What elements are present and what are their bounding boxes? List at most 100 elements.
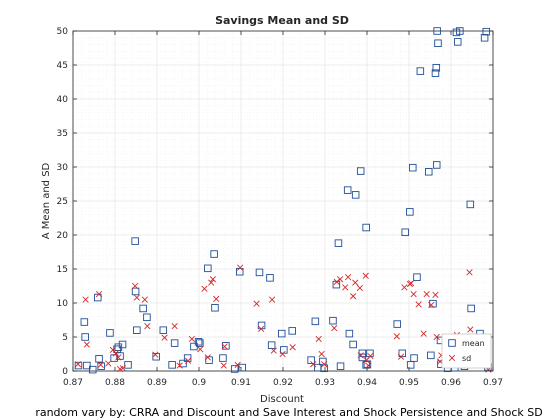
figure-caption: random vary by: CRRA and Discount and Sa… [35, 406, 542, 419]
mean-point [196, 339, 204, 347]
chart-title: Savings Mean and SD [215, 14, 349, 27]
y-tick-label: 20 [57, 231, 69, 241]
sd-point [333, 278, 340, 286]
legend-marker-mean [448, 339, 456, 347]
mean-point [424, 168, 433, 176]
mean-point [211, 304, 219, 312]
mean-point [255, 268, 264, 277]
mean-point [230, 365, 239, 373]
mean-point [179, 359, 187, 368]
sd-point [197, 346, 204, 353]
y-tick-label: 5 [62, 333, 68, 343]
mean-point [133, 326, 141, 334]
mean-point [320, 364, 328, 373]
legend-label-sd: sd [462, 354, 471, 363]
x-tick-label: 0.88 [105, 378, 125, 388]
sd-point [357, 352, 364, 359]
mean-point [124, 361, 132, 369]
mean-point [106, 329, 114, 337]
sd-point [407, 280, 415, 287]
mean-point [80, 318, 89, 326]
sd-point [115, 354, 122, 361]
sd-point [467, 326, 474, 333]
sd-point [234, 361, 241, 368]
mean-point [393, 320, 401, 328]
mean-point [343, 186, 352, 194]
sd-point [318, 350, 325, 358]
sd-point [83, 341, 90, 348]
sd-point [466, 269, 473, 276]
sd-point [397, 353, 405, 360]
x-tick-label: 0.87 [63, 378, 83, 388]
mean-point [351, 191, 360, 199]
sd-point [119, 365, 127, 372]
y-tick-label: 45 [57, 61, 68, 71]
sd-point [152, 351, 159, 358]
mean-point [410, 354, 418, 362]
x-tick-label: 0.97 [483, 378, 503, 388]
mean-point [336, 362, 345, 370]
sd-point [112, 350, 119, 357]
grid-layer [72, 30, 494, 372]
sd-point [337, 276, 344, 283]
sd-point [401, 284, 408, 291]
mean-point [131, 287, 140, 296]
mean-point [266, 274, 274, 282]
sd-point [279, 350, 286, 358]
y-tick-label: 0 [62, 367, 68, 377]
sd-point [342, 284, 349, 291]
mean-point [349, 340, 357, 349]
mean-point [314, 363, 322, 372]
sd-point [365, 362, 372, 369]
mean-point [427, 351, 435, 360]
sd-point [144, 323, 151, 330]
mean-point [204, 264, 212, 273]
x-tick-label: 0.91 [231, 378, 251, 388]
mean-point [222, 342, 230, 350]
sd-point [393, 333, 400, 340]
mean-point [467, 304, 475, 313]
sd-point [201, 285, 208, 292]
mean-point [432, 161, 441, 169]
y-axis-label: A Mean and SD [41, 162, 52, 239]
mean-point [277, 329, 286, 338]
x-tick-label: 0.92 [273, 378, 293, 388]
mean-point [159, 326, 168, 334]
x-tick-label: 0.95 [399, 378, 419, 388]
sd-point [356, 284, 363, 292]
sd-point [133, 294, 140, 301]
mean-point [81, 333, 89, 341]
mean-point [95, 355, 103, 363]
mean-point [413, 273, 421, 281]
mean-point [74, 361, 83, 370]
x-tick-label: 0.94 [357, 378, 377, 388]
mean-point [406, 208, 414, 216]
mean-point [139, 304, 147, 313]
sd-point [82, 296, 89, 303]
y-tick-label: 30 [57, 163, 69, 173]
sd-point [331, 325, 338, 332]
sd-point [362, 272, 369, 279]
sd-point [428, 301, 435, 309]
mean-point [97, 362, 105, 370]
mean-point [307, 356, 315, 364]
sd-point [97, 361, 104, 368]
mean-point [210, 250, 218, 258]
mean-point [194, 338, 203, 346]
sd-point [188, 335, 195, 343]
sd-point [171, 323, 178, 330]
mean-point [345, 329, 354, 338]
legend: mean sd [441, 333, 492, 369]
mean-point [311, 317, 320, 326]
mean-point [482, 27, 491, 36]
mean-point [456, 27, 464, 35]
sd-point [141, 296, 148, 303]
mean-point [329, 316, 337, 325]
mean-point [401, 228, 409, 237]
mean-point [434, 39, 442, 47]
y-tick-label: 50 [57, 27, 69, 37]
mean-point [466, 200, 475, 209]
sd-point [310, 361, 317, 368]
sd-point [237, 264, 244, 271]
